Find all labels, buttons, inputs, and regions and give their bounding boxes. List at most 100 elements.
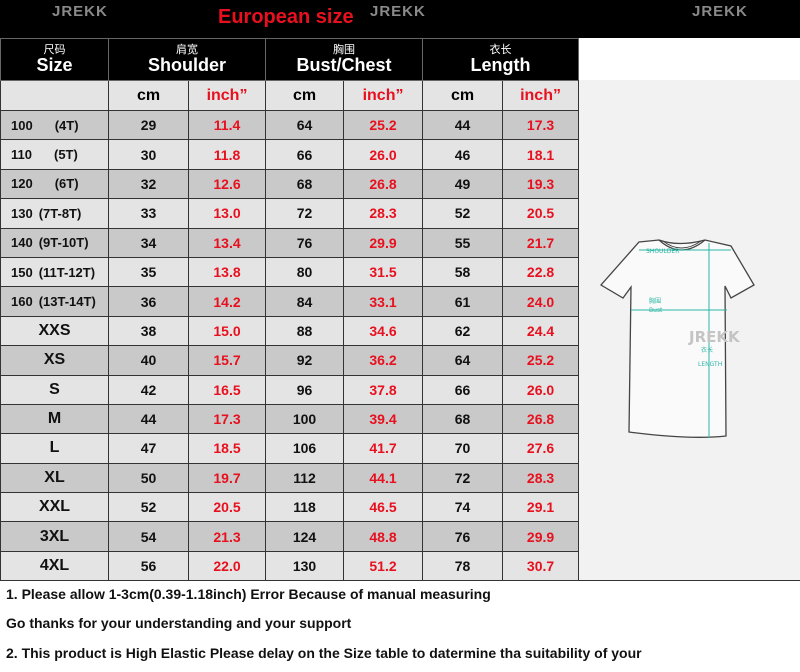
age-value: (13T-14T) — [38, 294, 96, 310]
unit-cm: cm — [108, 80, 189, 111]
sh-cm-cell: 47 — [108, 433, 189, 464]
table-row: 120 (6T) 32 12.6 68 26.8 49 19.3 — [0, 168, 580, 200]
label-bust-zh: 胸围 — [649, 297, 661, 305]
size-table: 尺码 Size 肩宽 Shoulder 胸围 Bust/Chest 衣长 Length … — [0, 38, 580, 582]
watermark: JREKK — [52, 3, 108, 20]
bu-cm-cell: 100 — [265, 403, 345, 435]
size-value: 150 — [11, 264, 33, 280]
table-row: 3XL 54 21.3 124 48.8 76 29.9 — [0, 521, 580, 552]
le-cm-cell: 76 — [422, 521, 504, 552]
sh-cm-cell: 32 — [108, 168, 189, 200]
bu-cm-cell: 68 — [265, 168, 345, 200]
size-cell: 3XL — [0, 521, 109, 552]
sh-cm-cell: 40 — [108, 345, 189, 376]
le-cm-cell: 78 — [422, 550, 504, 582]
bu-cm-cell: 130 — [265, 550, 345, 582]
bu-in-cell: 33.1 — [343, 286, 424, 317]
age-value: (7T-8T) — [38, 205, 82, 221]
size-cell: 150 (11T-12T) — [0, 256, 109, 288]
label-length-zh: 衣长 — [701, 346, 713, 354]
sh-in-cell: 14.2 — [187, 286, 267, 317]
le-in-cell: 25.2 — [502, 345, 580, 376]
le-in-cell: 30.7 — [502, 550, 580, 582]
le-in-cell: 28.3 — [502, 462, 580, 494]
bu-cm-cell: 80 — [265, 256, 345, 288]
unit-inch: inch” — [343, 80, 424, 111]
sh-cm-cell: 50 — [108, 462, 189, 494]
bu-in-cell: 37.8 — [343, 374, 424, 405]
size-cell: 130 (7T-8T) — [0, 198, 109, 229]
le-cm-cell: 49 — [422, 168, 504, 200]
bu-in-cell: 31.5 — [343, 256, 424, 288]
size-cell: 140 (9T-10T) — [0, 227, 109, 258]
sh-cm-cell: 34 — [108, 227, 189, 258]
size-cell: XXL — [0, 492, 109, 523]
bu-cm-cell: 84 — [265, 286, 345, 317]
sh-cm-cell: 29 — [108, 109, 189, 141]
le-in-cell: 26.0 — [502, 374, 580, 405]
watermark: JREKK — [370, 3, 426, 20]
size-cell: XS — [0, 345, 109, 376]
sh-in-cell: 16.5 — [187, 374, 267, 405]
le-in-cell: 27.6 — [502, 433, 580, 464]
table-row: 4XL 56 22.0 130 51.2 78 30.7 — [0, 550, 580, 582]
le-in-cell: 29.1 — [502, 492, 580, 523]
sh-in-cell: 11.4 — [187, 109, 267, 141]
note-2: Go thanks for your understanding and you… — [6, 615, 352, 631]
size-value: 120 — [11, 176, 33, 192]
le-cm-cell: 68 — [422, 403, 504, 435]
bu-in-cell: 39.4 — [343, 403, 424, 435]
table-row: XXL 52 20.5 118 46.5 74 29.1 — [0, 492, 580, 523]
bu-cm-cell: 66 — [265, 139, 345, 170]
le-in-cell: 18.1 — [502, 139, 580, 170]
table-row: L 47 18.5 106 41.7 70 27.6 — [0, 433, 580, 464]
bu-cm-cell: 92 — [265, 345, 345, 376]
watermark: JREKK — [692, 3, 748, 20]
bu-in-cell: 26.0 — [343, 139, 424, 170]
unit-blank — [0, 80, 109, 111]
le-cm-cell: 70 — [422, 433, 504, 464]
table-row: XXS 38 15.0 88 34.6 62 24.4 — [0, 315, 580, 347]
size-cell: S — [0, 374, 109, 405]
le-cm-cell: 72 — [422, 462, 504, 494]
table-row: 130 (7T-8T) 33 13.0 72 28.3 52 20.5 — [0, 198, 580, 229]
size-cell: L — [0, 433, 109, 464]
le-cm-cell: 64 — [422, 345, 504, 376]
note-3: 2. This product is High Elastic Please d… — [6, 645, 642, 661]
sh-cm-cell: 38 — [108, 315, 189, 347]
bu-in-cell: 26.8 — [343, 168, 424, 200]
bu-cm-cell: 112 — [265, 462, 345, 494]
le-in-cell: 29.9 — [502, 521, 580, 552]
le-cm-cell: 52 — [422, 198, 504, 229]
le-cm-cell: 55 — [422, 227, 504, 258]
unit-cm: cm — [265, 80, 345, 111]
bu-in-cell: 41.7 — [343, 433, 424, 464]
sh-cm-cell: 35 — [108, 256, 189, 288]
sh-cm-cell: 44 — [108, 403, 189, 435]
le-in-cell: 17.3 — [502, 109, 580, 141]
le-in-cell: 24.4 — [502, 315, 580, 347]
sh-in-cell: 13.4 — [187, 227, 267, 258]
header-length: 衣长 Length — [422, 38, 580, 81]
bu-in-cell: 48.8 — [343, 521, 424, 552]
note-1: 1. Please allow 1-3cm(0.39-1.18inch) Err… — [6, 586, 491, 602]
le-in-cell: 21.7 — [502, 227, 580, 258]
sh-in-cell: 15.7 — [187, 345, 267, 376]
age-value: (4T) — [54, 117, 79, 133]
sh-in-cell: 13.0 — [187, 198, 267, 229]
table-row: 150 (11T-12T) 35 13.8 80 31.5 58 22.8 — [0, 256, 580, 288]
le-cm-cell: 61 — [422, 286, 504, 317]
header-row: 尺码 Size 肩宽 Shoulder 胸围 Bust/Chest 衣长 Length — [0, 38, 580, 81]
sh-cm-cell: 42 — [108, 374, 189, 405]
bu-cm-cell: 88 — [265, 315, 345, 347]
bu-in-cell: 36.2 — [343, 345, 424, 376]
bu-cm-cell: 64 — [265, 109, 345, 141]
sh-in-cell: 19.7 — [187, 462, 267, 494]
age-value: (11T-12T) — [38, 264, 96, 280]
size-cell: 120 (6T) — [0, 168, 109, 200]
table-row: 110 (5T) 30 11.8 66 26.0 46 18.1 — [0, 139, 580, 170]
sh-cm-cell: 54 — [108, 521, 189, 552]
sh-cm-cell: 33 — [108, 198, 189, 229]
size-value: 110 — [11, 147, 32, 163]
bu-cm-cell: 106 — [265, 433, 345, 464]
